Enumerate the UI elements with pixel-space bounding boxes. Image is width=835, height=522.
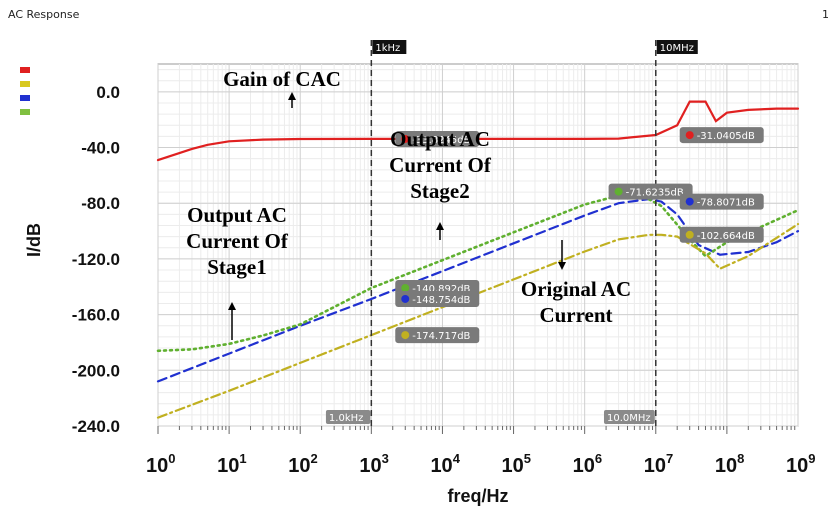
annotation-text: Current Of bbox=[186, 229, 289, 253]
marker-dot bbox=[401, 294, 410, 303]
legend-swatch bbox=[20, 109, 30, 115]
legend-swatch bbox=[20, 81, 30, 87]
marker-label: -78.8071dB bbox=[697, 198, 755, 209]
series-line-4 bbox=[156, 223, 800, 419]
marker-box bbox=[679, 193, 764, 210]
marker-box bbox=[395, 290, 480, 307]
marker-dot bbox=[401, 331, 410, 340]
y-tick-label: -200.0 bbox=[72, 361, 120, 380]
annotation-arrowhead bbox=[228, 302, 236, 310]
annotation-text: Gain of CAC bbox=[223, 67, 341, 91]
cursor-bottom-tag bbox=[325, 410, 371, 424]
legend-swatch bbox=[20, 67, 30, 73]
y-tick-label: -40.0 bbox=[81, 139, 120, 158]
marker-dot bbox=[401, 134, 410, 143]
annotation-arrowhead bbox=[288, 92, 296, 100]
cursor-bottom-tag bbox=[603, 410, 655, 424]
series-line-2 bbox=[156, 197, 800, 383]
cursor-label: 10MHz bbox=[660, 43, 694, 54]
annotation-arrowhead bbox=[558, 262, 566, 270]
series-layer bbox=[156, 100, 800, 419]
cursor-layer: 1kHz 1.0kHz 10MHz 10.0MHz bbox=[325, 40, 698, 426]
annotation-text: Original AC bbox=[521, 277, 631, 301]
marker-box bbox=[679, 127, 764, 144]
x-tick-label: 108 bbox=[715, 451, 744, 477]
x-tick-label: 104 bbox=[430, 451, 460, 477]
annotation-arrowhead bbox=[436, 222, 444, 230]
y-tick-label: -80.0 bbox=[81, 194, 120, 213]
marker-box bbox=[679, 226, 764, 243]
marker-dot bbox=[614, 187, 623, 196]
cursor-label: 1kHz bbox=[375, 43, 400, 54]
annotation-text: Current Of bbox=[389, 153, 492, 177]
x-tick-label: 103 bbox=[359, 451, 388, 477]
x-tick-label: 107 bbox=[644, 451, 673, 477]
marker-box bbox=[395, 130, 480, 147]
annotation-text: Output AC bbox=[187, 203, 287, 227]
marker-dot bbox=[685, 197, 694, 206]
marker-label: -148.754dB bbox=[412, 295, 470, 306]
y-tick-label: -160.0 bbox=[72, 306, 120, 325]
legend-swatch bbox=[20, 95, 30, 101]
marker-label: -102.664dB bbox=[697, 231, 755, 242]
cursor-tag[interactable] bbox=[656, 40, 698, 54]
marker-box bbox=[395, 327, 480, 344]
x-tick-label: 102 bbox=[288, 451, 317, 477]
series-line-1 bbox=[156, 100, 800, 162]
legend-swatches bbox=[20, 67, 30, 115]
marker-label: -33.8245dB bbox=[412, 135, 470, 146]
x-tick-label: 109 bbox=[786, 451, 815, 477]
marker-layer: -33.8245dB -31.0405dB -71.6235dB -78.8071dB… bbox=[395, 127, 764, 344]
marker-dot bbox=[401, 284, 410, 293]
marker-label: -31.0405dB bbox=[697, 131, 755, 142]
marker-dot bbox=[685, 230, 694, 239]
x-tick-label: 101 bbox=[217, 451, 246, 477]
marker-dot bbox=[685, 131, 694, 140]
x-tick-label: 105 bbox=[502, 451, 531, 477]
annotation-text: Stage2 bbox=[410, 179, 470, 203]
marker-label: -174.717dB bbox=[412, 331, 470, 342]
y-tick-label: -240.0 bbox=[72, 417, 120, 436]
annotation-text: Current bbox=[539, 303, 612, 327]
window-title: AC Response bbox=[8, 8, 80, 21]
marker-label: -140.892dB bbox=[412, 284, 470, 295]
cursor-bottom-label: 10.0MHz bbox=[607, 413, 651, 424]
cursor-bottom-label: 1.0kHz bbox=[329, 413, 363, 424]
x-axis-label: freq/Hz bbox=[447, 486, 508, 506]
tick-layer: 0.0 -40.0 -80.0 -120.0 -160.0 -200.0 -240.0 100… bbox=[72, 83, 816, 477]
annotation-text: Stage1 bbox=[207, 255, 267, 279]
y-tick-label: -120.0 bbox=[72, 250, 120, 269]
y-tick-label: 0.0 bbox=[96, 83, 120, 102]
page-number: 1 bbox=[822, 8, 829, 21]
marker-box bbox=[608, 183, 693, 200]
y-axis-label: I/dB bbox=[24, 223, 44, 257]
marker-label: -71.6235dB bbox=[626, 188, 684, 199]
cursor-tag[interactable] bbox=[372, 40, 407, 54]
x-tick-label: 100 bbox=[146, 451, 175, 477]
annotation-text: Output AC bbox=[390, 127, 490, 151]
x-tick-label: 106 bbox=[573, 451, 602, 477]
